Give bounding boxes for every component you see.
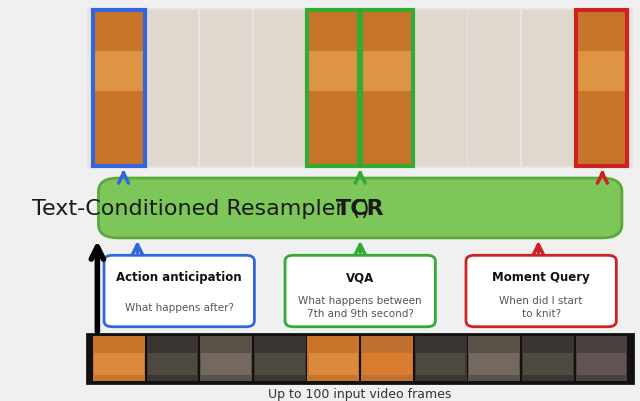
Text: When did I start
to knit?: When did I start to knit? (499, 296, 583, 318)
FancyBboxPatch shape (99, 178, 622, 238)
Bar (87, 9, 633, 169)
Text: What happens after?: What happens after? (125, 302, 234, 312)
Bar (148, 353, 197, 375)
Bar (575, 336, 627, 381)
Bar (254, 11, 306, 167)
Bar (523, 353, 573, 375)
Bar (147, 336, 198, 381)
Bar (307, 11, 359, 167)
Bar (575, 11, 627, 167)
Text: Up to 100 input video frames: Up to 100 input video frames (269, 387, 452, 400)
Bar (522, 11, 574, 167)
Bar (93, 336, 145, 381)
Bar (469, 353, 519, 375)
Bar (361, 336, 413, 381)
Bar (415, 11, 467, 167)
Bar (362, 353, 412, 375)
Bar (93, 11, 145, 167)
Text: Text-Conditioned Resampler (TCR): Text-Conditioned Resampler (TCR) (170, 198, 550, 219)
Bar (468, 11, 520, 167)
Text: What happens between
7th and 9th second?: What happens between 7th and 9th second? (298, 296, 422, 318)
Bar (94, 353, 144, 375)
Bar (575, 11, 627, 167)
Bar (522, 336, 574, 381)
Bar (308, 353, 358, 375)
Text: Moment Query: Moment Query (492, 271, 590, 284)
Text: Action anticipation: Action anticipation (116, 271, 242, 284)
Bar (308, 52, 358, 92)
Bar (94, 52, 144, 92)
Bar (255, 353, 305, 375)
Bar (307, 336, 359, 381)
Text: TCR: TCR (336, 198, 385, 219)
Bar (361, 11, 413, 167)
Bar (577, 52, 627, 92)
Text: Text-Conditioned Resampler (: Text-Conditioned Resampler ( (32, 198, 360, 219)
Bar (147, 11, 198, 167)
Text: ): ) (360, 198, 369, 219)
Bar (93, 11, 145, 167)
Bar (415, 336, 467, 381)
Bar (87, 335, 633, 383)
FancyBboxPatch shape (466, 256, 616, 327)
Bar (361, 11, 413, 167)
FancyBboxPatch shape (285, 256, 435, 327)
Text: VQA: VQA (346, 271, 374, 284)
Bar (468, 336, 520, 381)
Bar (577, 353, 627, 375)
Bar (416, 353, 465, 375)
Bar (200, 336, 252, 381)
Bar (362, 52, 412, 92)
Bar (254, 336, 306, 381)
Bar (201, 353, 251, 375)
Bar (200, 11, 252, 167)
FancyBboxPatch shape (104, 256, 254, 327)
Bar (307, 11, 359, 167)
